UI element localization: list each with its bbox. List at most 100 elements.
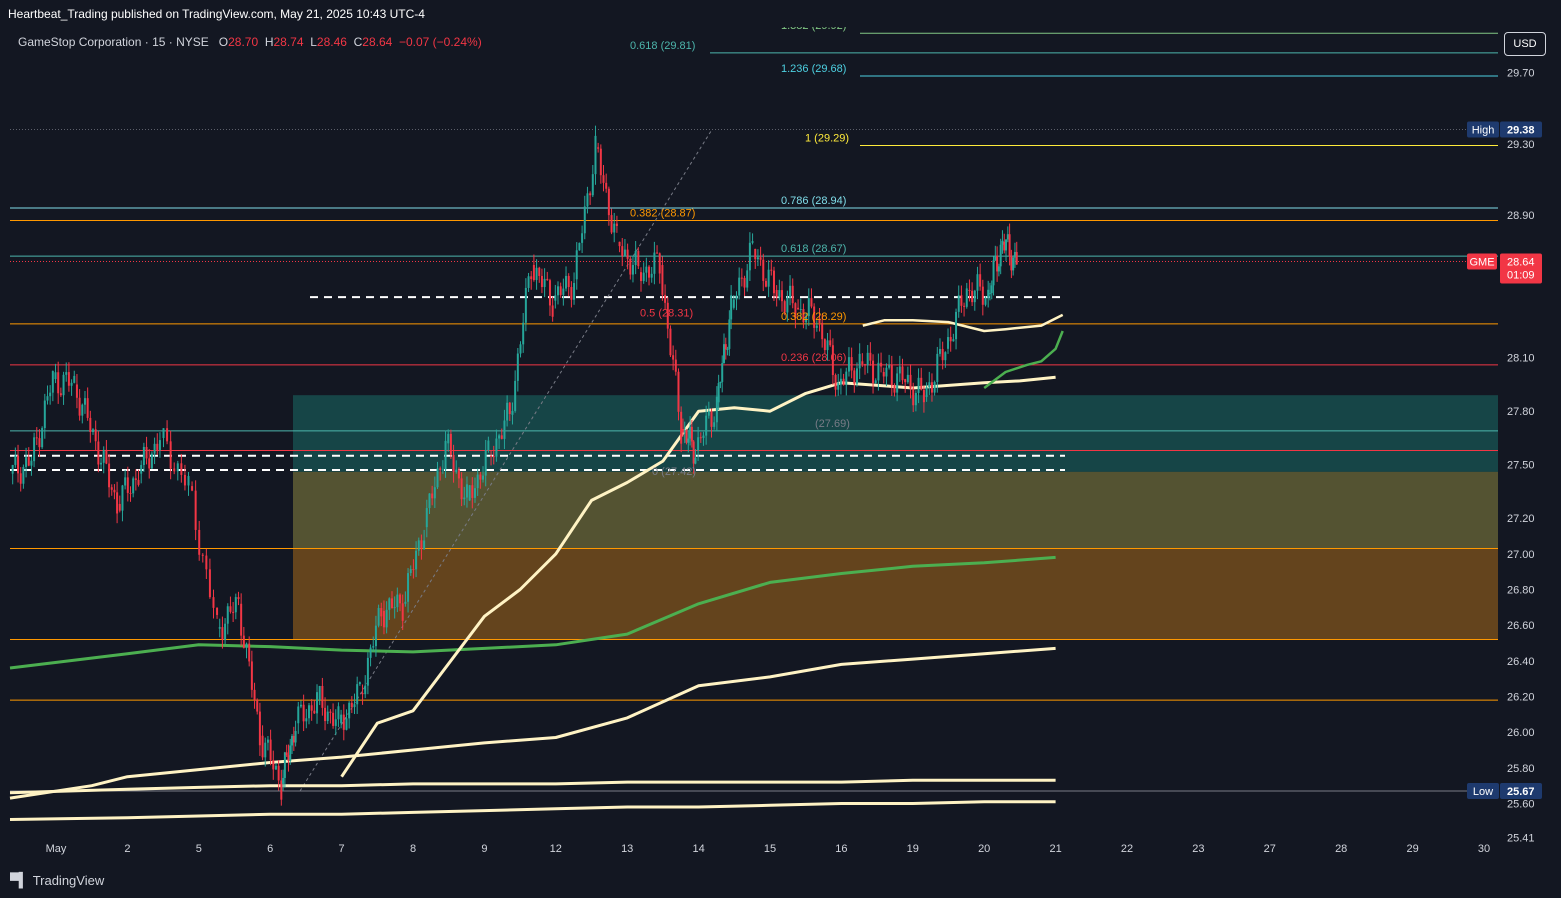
time-tick-16: 23 [1192,843,1204,855]
candle-9 [35,427,38,446]
candle-46 [134,469,137,491]
candle-body [661,265,664,295]
candle-body [834,374,837,390]
candle-293 [789,275,792,306]
candle-142 [399,593,402,612]
candle-body [540,275,543,288]
candle-324 [872,354,875,394]
candle-75 [226,603,229,635]
candle-body [264,742,267,758]
candle-body [27,457,30,466]
candle-body [813,306,816,328]
candle-328 [882,367,885,384]
candle-body [287,755,290,761]
candle-103 [294,720,297,747]
candle-254 [692,440,695,474]
low-value: 28.46 [316,35,347,49]
candle-body [291,735,294,746]
candle-body [912,388,915,406]
candle-21 [67,362,70,392]
candle-body [495,438,498,457]
candle-231 [637,247,640,270]
time-tick-13: 20 [978,843,990,855]
candle-238 [656,245,659,254]
candle-body [543,278,546,288]
candle-body [212,597,215,608]
candle-31 [94,420,97,451]
candle-body [490,455,493,457]
fib-label-11: 0.236 (28.06) [781,352,846,364]
candle-body [591,174,594,196]
candle-101 [291,734,294,755]
candle-228 [629,256,632,280]
candle-body [623,249,626,256]
candle-body [463,497,466,500]
candle-body [444,440,447,470]
candle-203 [562,278,565,306]
candle-115 [326,705,329,724]
candle-349 [938,338,941,357]
candles-layer [11,125,1018,806]
candle-body [324,707,327,722]
candle-268 [724,337,727,360]
candle-8 [33,432,36,468]
candle-body [274,765,277,770]
candle-body [22,466,25,484]
candle-body [721,363,724,382]
candle-171 [476,468,479,496]
candle-body [922,389,925,403]
candle-170 [473,477,476,503]
candle-body [845,371,848,385]
candle-body [807,298,810,317]
candle-109 [310,698,313,721]
candle-body [113,489,116,493]
candle-body [666,302,669,329]
candle-body [110,487,113,490]
candle-body [285,752,288,756]
candle-body [748,242,751,271]
currency-button[interactable]: USD [1504,32,1546,56]
candle-body [687,438,690,443]
candle-body [282,777,285,784]
candle-body [326,711,329,722]
candle-321 [864,363,867,375]
candle-body [602,175,605,183]
price-tick-13: 28.90 [1507,210,1535,222]
tradingview-logo[interactable]: ▀▍ TradingView [10,872,104,889]
candle-74 [224,618,227,645]
open-value: 28.70 [228,35,259,49]
candle-body [292,735,295,743]
candle-body [653,252,656,274]
candle-body [78,397,81,416]
candle-146 [409,565,412,576]
candle-257 [699,432,702,443]
candle-body [965,288,968,307]
candle-body [253,689,256,700]
candle-body [960,295,963,306]
candle-331 [890,355,893,397]
candle-262 [713,416,716,430]
candle-121 [342,704,345,741]
candle-body [318,685,321,701]
fib-label-13: (27.69) [815,418,850,430]
candle-123 [348,701,351,729]
candle-234 [645,257,648,282]
candle-175 [487,436,490,453]
candle-body [556,286,559,296]
candle-body [519,344,522,354]
candle-body [484,450,487,476]
price-chart[interactable]: 0.786 (30.49)1.764 (30.57)1.618 (30.32)1… [0,27,1561,865]
candle-247 [680,406,683,453]
candle-259 [705,405,708,445]
candle-205 [567,273,570,297]
candle-372 [996,246,999,282]
candle-198 [548,278,551,316]
candle-37 [110,484,113,496]
candle-body [996,255,999,272]
candle-body [717,383,720,403]
candle-body [250,661,253,690]
candle-383 [1015,241,1018,265]
candle-body [988,293,991,295]
candle-body [423,540,426,550]
candle-26 [81,403,84,424]
